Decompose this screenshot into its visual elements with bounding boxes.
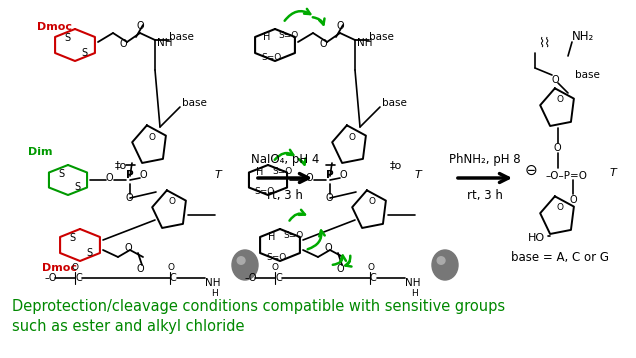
Text: –O: –O xyxy=(245,273,258,283)
Text: H: H xyxy=(263,32,270,42)
Text: T: T xyxy=(415,170,422,180)
Text: O: O xyxy=(124,243,132,253)
Text: H: H xyxy=(256,167,263,177)
Polygon shape xyxy=(132,125,166,163)
Text: Deprotection/cleavage conditions compatible with sensitive groups: Deprotection/cleavage conditions compati… xyxy=(12,299,505,314)
Text: O: O xyxy=(119,39,127,49)
Text: rt, 3 h: rt, 3 h xyxy=(467,189,503,203)
Text: –O–P=O: –O–P=O xyxy=(545,171,587,181)
Text: ⌇⌇: ⌇⌇ xyxy=(538,37,550,49)
Ellipse shape xyxy=(432,250,458,280)
Text: O: O xyxy=(336,21,344,31)
Text: O: O xyxy=(169,198,176,207)
Text: S: S xyxy=(74,182,80,192)
Text: C: C xyxy=(370,273,377,283)
Polygon shape xyxy=(55,29,95,61)
Text: O: O xyxy=(367,263,374,272)
Polygon shape xyxy=(260,229,300,261)
Text: H: H xyxy=(211,289,218,297)
Text: Dmoc: Dmoc xyxy=(37,22,72,32)
Text: O: O xyxy=(556,96,563,105)
Text: O: O xyxy=(349,132,356,141)
Text: O: O xyxy=(336,264,344,274)
Text: rt, 3 h: rt, 3 h xyxy=(267,189,303,203)
Text: S: S xyxy=(64,33,70,43)
Text: S: S xyxy=(81,48,87,58)
Polygon shape xyxy=(255,29,295,61)
Polygon shape xyxy=(152,190,186,228)
Ellipse shape xyxy=(232,250,258,280)
Polygon shape xyxy=(352,190,386,228)
Text: NH: NH xyxy=(405,278,420,288)
Text: S=O: S=O xyxy=(261,53,281,62)
Ellipse shape xyxy=(237,257,245,264)
Polygon shape xyxy=(332,125,366,163)
Text: H: H xyxy=(411,289,418,297)
Text: C: C xyxy=(75,273,82,283)
Text: –O: –O xyxy=(45,273,57,283)
Text: O: O xyxy=(319,39,327,49)
Text: O: O xyxy=(340,170,348,180)
Text: O: O xyxy=(126,193,134,203)
Text: H: H xyxy=(268,232,275,242)
Text: base = A, C or G: base = A, C or G xyxy=(511,252,609,265)
Text: base: base xyxy=(369,32,394,42)
Text: PhNH₂, pH 8: PhNH₂, pH 8 xyxy=(449,154,521,166)
Text: O: O xyxy=(148,132,155,141)
Text: NH: NH xyxy=(357,38,373,48)
Text: HO: HO xyxy=(528,233,545,243)
Text: NaIO₄, pH 4: NaIO₄, pH 4 xyxy=(251,154,319,166)
Text: NH: NH xyxy=(157,38,172,48)
Text: O: O xyxy=(306,173,314,183)
Text: ‡o: ‡o xyxy=(390,160,402,170)
Text: ⊖: ⊖ xyxy=(525,163,538,178)
Text: O: O xyxy=(556,203,563,213)
Text: Dim: Dim xyxy=(28,147,53,157)
Polygon shape xyxy=(540,88,574,126)
Text: S=O: S=O xyxy=(254,188,274,197)
Text: ‡o: ‡o xyxy=(115,160,127,170)
Ellipse shape xyxy=(437,257,445,264)
Text: S: S xyxy=(86,248,92,258)
Text: S: S xyxy=(69,233,75,243)
Text: O: O xyxy=(272,263,279,272)
Text: O: O xyxy=(569,195,577,205)
Text: O: O xyxy=(140,170,148,180)
Text: O: O xyxy=(324,243,332,253)
Text: base: base xyxy=(382,98,407,108)
Polygon shape xyxy=(249,165,287,195)
Text: O: O xyxy=(136,21,144,31)
Text: base: base xyxy=(169,32,194,42)
Text: O: O xyxy=(167,263,174,272)
Text: S: S xyxy=(58,169,64,179)
Text: NH: NH xyxy=(205,278,221,288)
Text: O: O xyxy=(368,198,375,207)
Text: NH₂: NH₂ xyxy=(572,29,594,43)
Polygon shape xyxy=(60,229,100,261)
Polygon shape xyxy=(540,196,574,234)
Text: O: O xyxy=(552,75,560,85)
Text: Dmoc: Dmoc xyxy=(42,263,77,273)
Text: such as ester and alkyl chloride: such as ester and alkyl chloride xyxy=(12,319,244,334)
Text: S=O: S=O xyxy=(266,252,286,261)
Text: base: base xyxy=(182,98,207,108)
Text: S=O: S=O xyxy=(278,30,298,39)
Text: O: O xyxy=(554,143,562,153)
Text: P: P xyxy=(326,170,334,180)
Text: T: T xyxy=(215,170,222,180)
Text: S=O: S=O xyxy=(272,168,293,176)
Text: C: C xyxy=(275,273,282,283)
Polygon shape xyxy=(49,165,87,195)
Text: O: O xyxy=(106,173,114,183)
Text: S=O: S=O xyxy=(283,231,303,240)
Text: O: O xyxy=(326,193,334,203)
Text: O: O xyxy=(72,263,79,272)
Text: base: base xyxy=(575,70,600,80)
Text: O: O xyxy=(136,264,144,274)
Text: C: C xyxy=(170,273,177,283)
Text: P: P xyxy=(126,170,134,180)
Text: T: T xyxy=(610,168,617,178)
